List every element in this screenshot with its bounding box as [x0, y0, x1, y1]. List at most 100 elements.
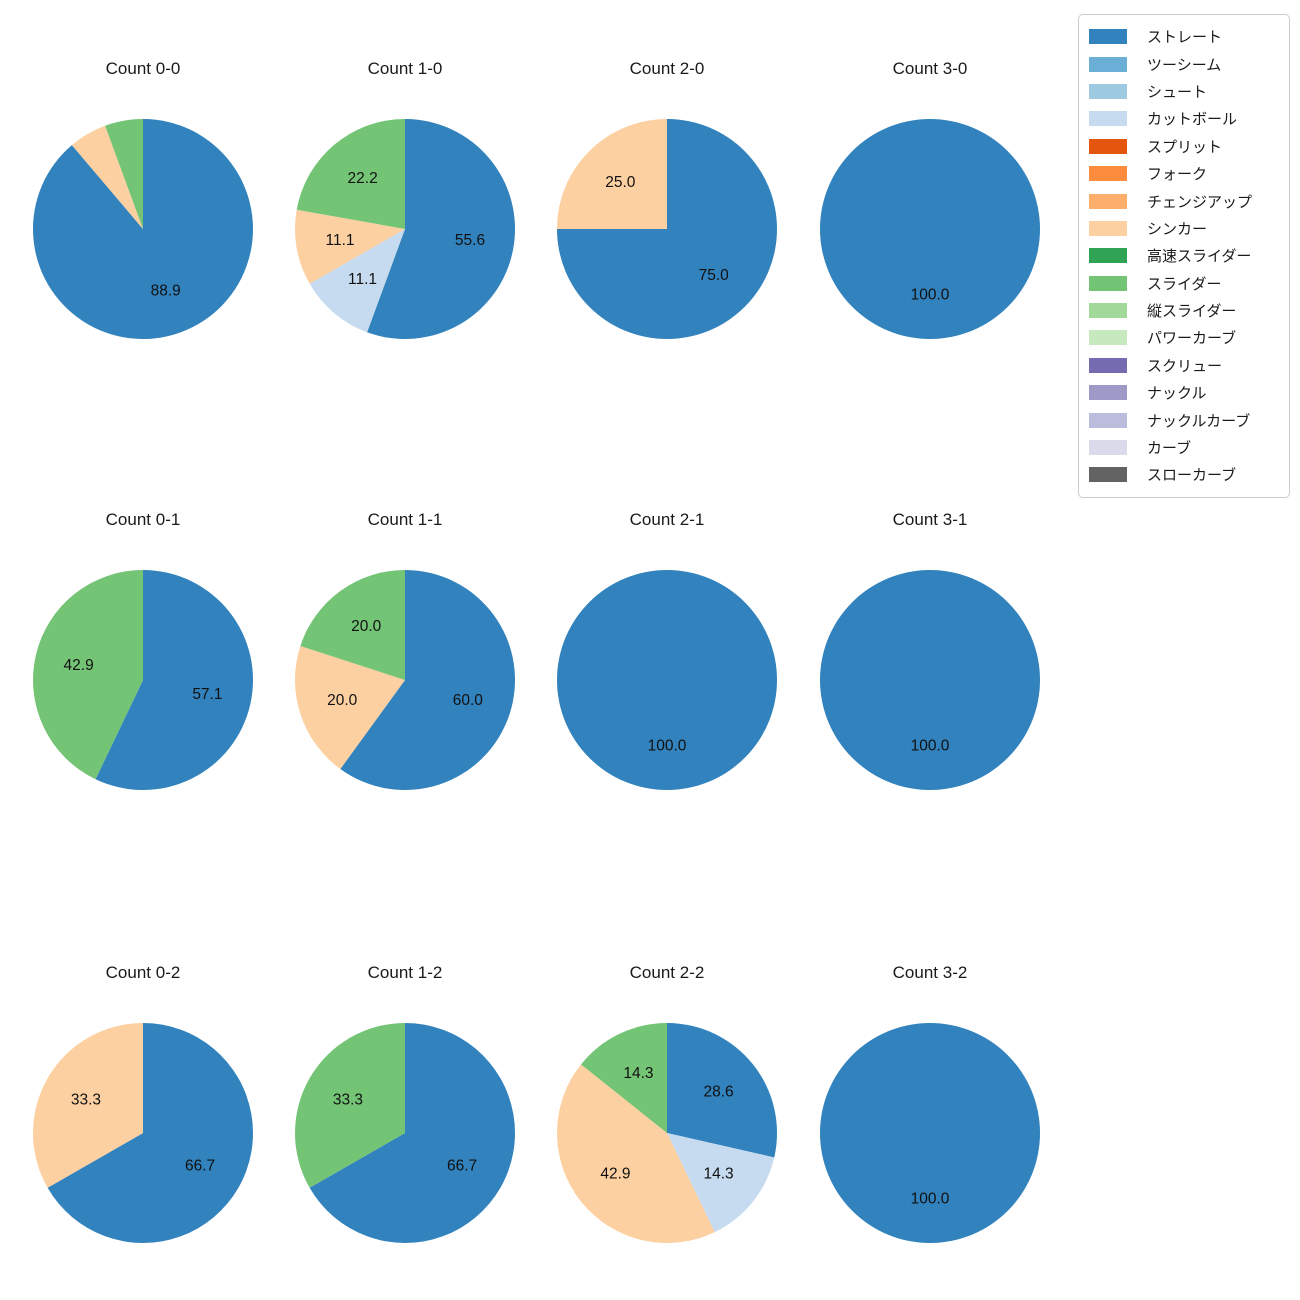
pie-chart: 100.0 [557, 570, 777, 790]
pie-slice [557, 1064, 715, 1244]
pie-slice [557, 119, 667, 229]
legend-label: カーブ [1147, 440, 1192, 458]
pie-percent-label: 42.9 [64, 657, 94, 674]
chart-title: Count 1-2 [367, 963, 443, 982]
pie-slice [32, 119, 253, 339]
legend-item: フォーク [1089, 160, 1279, 187]
legend-label: ナックル [1147, 385, 1207, 403]
chart-title: Count 2-0 [629, 59, 705, 78]
pie-slice [71, 125, 143, 229]
legend-label: チェンジアップ [1147, 193, 1253, 211]
legend-swatch [1089, 467, 1127, 483]
pie-percent-label: 22.2 [348, 170, 378, 187]
legend-label: スライダー [1147, 275, 1222, 293]
pie-percent-label: 100.0 [911, 287, 950, 304]
legend-item: ナックルカーブ [1089, 406, 1279, 433]
legend-swatch [1089, 193, 1127, 209]
pie-chart: 60.0 20.0 20.0 [294, 570, 515, 790]
pie-slice [309, 1023, 515, 1243]
legend-swatch [1089, 56, 1127, 72]
legend-label: スローカーブ [1147, 467, 1237, 485]
legend: ストレートツーシームシュートカットボールスプリットフォークチェンジアップ シンカー… [1078, 14, 1290, 498]
pie-slice [667, 1023, 777, 1158]
legend-label: パワーカーブ [1147, 330, 1237, 348]
pie-percent-label: 33.3 [333, 1091, 363, 1108]
pie-slice [557, 570, 777, 790]
pie-slice [294, 646, 405, 769]
pie-slice [820, 119, 1040, 339]
legend-swatch [1089, 303, 1127, 319]
pie-percent-label: 88.9 [151, 283, 181, 300]
pie-percent-label: 11.1 [325, 232, 354, 249]
legend-swatch [1089, 220, 1127, 236]
pie-chart: 66.7 33.3 [32, 1023, 253, 1243]
pie-percent-label: 14.3 [623, 1065, 653, 1082]
pie-percent-label: 28.6 [704, 1083, 734, 1100]
pie-chart: 100.0 [820, 1023, 1040, 1243]
legend-swatch [1089, 275, 1127, 291]
pie-slice [296, 119, 405, 229]
legend-label: スプリット [1147, 138, 1223, 156]
pie-chart: 88.9 [32, 119, 253, 339]
pie-percent-label: 42.9 [600, 1166, 630, 1183]
pie-slice [667, 1133, 775, 1233]
legend-swatch [1089, 138, 1127, 154]
legend-item: スクリュー [1089, 352, 1279, 379]
legend-label: ナックルカーブ [1147, 412, 1251, 430]
legend-label: シンカー [1147, 220, 1208, 238]
pie-slice [367, 119, 516, 340]
pie-slice [47, 1023, 253, 1243]
legend-item: シンカー [1089, 215, 1279, 242]
chart-title: Count 0-0 [105, 59, 181, 78]
pie-percent-label: 14.3 [704, 1166, 734, 1183]
pie-slice [340, 570, 515, 790]
legend-item: ストレート [1089, 23, 1279, 50]
pie-chart: 57.1 42.9 [33, 570, 254, 790]
legend-label: スクリュー [1147, 357, 1223, 375]
pie-slice [95, 570, 254, 790]
legend-label: シュート [1147, 83, 1208, 101]
legend-swatch [1089, 248, 1127, 264]
legend-item: シュート [1089, 78, 1279, 105]
legend-item: スライダー [1089, 270, 1279, 297]
pie-slice [33, 570, 143, 780]
chart-title: Count 1-1 [367, 510, 443, 529]
pie-slice [309, 229, 405, 333]
legend-label: 縦スライダー [1147, 303, 1237, 321]
legend-item: カットボール [1089, 105, 1279, 132]
pie-percent-label: 75.0 [699, 267, 730, 284]
pie-percent-label: 66.7 [447, 1158, 477, 1175]
pie-percent-label: 11.1 [348, 271, 377, 288]
chart-title: Count 3-1 [892, 510, 968, 529]
legend-swatch [1089, 111, 1127, 127]
legend-swatch [1089, 330, 1127, 346]
legend-item: ツーシーム [1089, 50, 1279, 77]
legend-item: ナックル [1089, 379, 1279, 406]
legend-item: スプリット [1089, 133, 1279, 160]
legend-swatch [1089, 29, 1127, 45]
legend-item: 高速スライダー [1089, 242, 1279, 269]
pie-percent-label: 20.0 [327, 692, 358, 709]
chart-title: Count 3-0 [892, 59, 968, 78]
pie-slice [820, 570, 1040, 790]
pie-percent-label: 20.0 [351, 618, 382, 635]
legend-label: フォーク [1147, 166, 1208, 184]
pie-slice [581, 1023, 667, 1133]
pie-chart: 100.0 [820, 570, 1040, 790]
pie-slice [295, 209, 405, 284]
legend-label: ストレート [1147, 29, 1223, 47]
legend-swatch [1089, 412, 1127, 428]
legend-label: 高速スライダー [1147, 248, 1252, 266]
chart-title: Count 2-2 [629, 963, 705, 982]
pie-chart: 66.7 33.3 [294, 1023, 515, 1243]
legend-swatch [1089, 357, 1127, 373]
pie-percent-label: 25.0 [605, 174, 636, 191]
chart-title: Count 1-0 [367, 59, 443, 78]
legend-item: カーブ [1089, 434, 1279, 461]
legend-swatch [1089, 83, 1127, 99]
pie-percent-label: 55.6 [455, 232, 485, 249]
legend-swatch [1089, 166, 1127, 182]
pie-percent-label: 60.0 [453, 692, 484, 709]
pie-percent-label: 66.7 [185, 1158, 215, 1175]
